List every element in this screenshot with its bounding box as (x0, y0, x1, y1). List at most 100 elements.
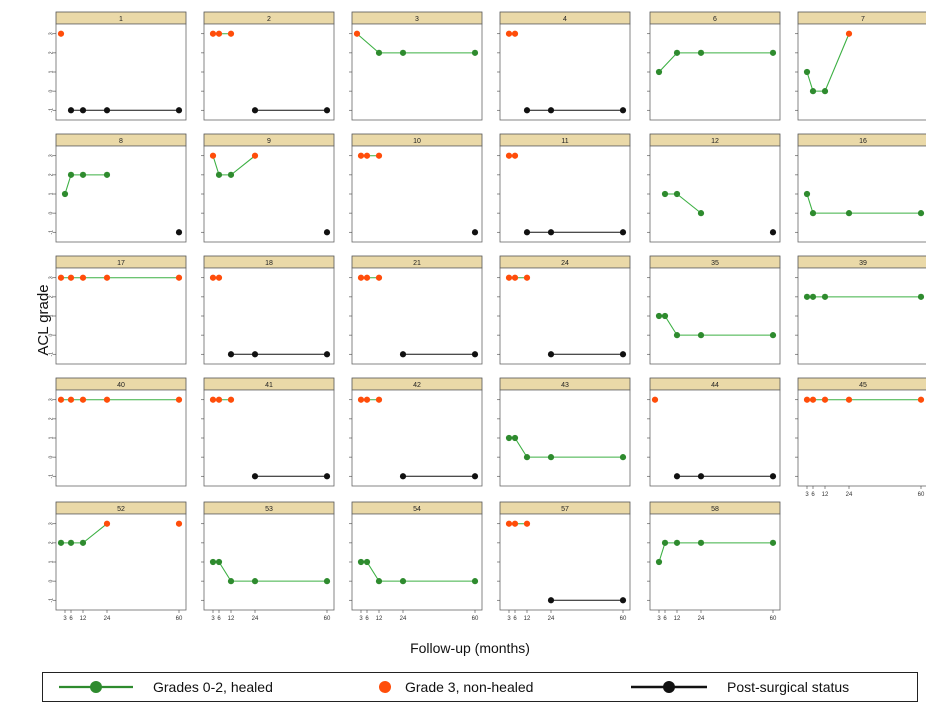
panel-frame (55, 23, 187, 121)
panel-frame (797, 145, 926, 243)
healed-point (57, 539, 65, 546)
x-tick-label: 24 (548, 616, 555, 622)
y-tick-label: -1 (48, 598, 54, 603)
x-tick-label: 12 (674, 616, 681, 622)
x-tick-label: 24 (400, 616, 407, 622)
x-tick-label: 60 (620, 616, 627, 622)
non-healed-point (103, 396, 111, 403)
healed-point (697, 332, 705, 339)
x-tick-label: 3 (63, 616, 67, 622)
panel-strip-label: 58 (711, 506, 719, 513)
post-surgical-point (523, 229, 531, 236)
post-surgical-point (323, 351, 331, 358)
panel-strip-label: 52 (117, 506, 125, 513)
panel-12: 12 (647, 133, 781, 243)
healed-point (471, 49, 479, 56)
x-tick-label: 60 (770, 616, 777, 622)
panel-strip-label: 17 (117, 260, 125, 267)
panel-frame (55, 389, 187, 487)
non-healed-point (79, 396, 87, 403)
non-healed-point (251, 152, 259, 159)
non-healed-point (357, 152, 365, 159)
non-healed-point (523, 520, 531, 527)
legend-healed-label: Grades 0-2, healed (153, 679, 273, 695)
panel-frame (351, 513, 483, 611)
healed-point (251, 578, 259, 585)
x-tick-label: 60 (176, 616, 183, 622)
post-surgical-point (471, 229, 479, 236)
panel-35: 35 (647, 255, 781, 365)
healed-point (79, 539, 87, 546)
non-healed-point (175, 520, 183, 527)
y-tick-label: 3 (48, 398, 54, 401)
panel-53: 53 3 6 12 24 60 (201, 501, 335, 622)
post-surgical-point (175, 229, 183, 236)
non-healed-point (227, 30, 235, 37)
x-tick-label: 12 (524, 616, 531, 622)
non-healed-point (375, 274, 383, 281)
y-axis-label-text: ACL grade (35, 284, 52, 355)
non-healed-point (209, 274, 217, 281)
y-tick-label: -1 (48, 108, 54, 113)
legend-healed-symbol (59, 681, 133, 693)
non-healed-point (353, 30, 361, 37)
x-tick-label: 6 (69, 616, 73, 622)
healed-point (505, 434, 513, 442)
panel-frame (797, 267, 926, 365)
y-tick-label: 2 (48, 295, 54, 298)
healed-point (523, 454, 531, 461)
panel-strip-label: 21 (413, 260, 421, 267)
panel-8: 8 -1 0 1 2 3 (48, 133, 187, 243)
panel-frame (499, 267, 631, 365)
y-tick-label: -1 (48, 352, 54, 357)
panel-44: 44 (647, 377, 781, 487)
y-tick-label: 2 (48, 417, 54, 420)
y-tick-label: 3 (48, 32, 54, 35)
non-healed-point (821, 396, 829, 403)
healed-point (697, 49, 705, 56)
healed-point (363, 558, 371, 566)
healed-point (227, 578, 235, 585)
post-surgical-point (769, 229, 777, 236)
post-surgical-point (251, 351, 259, 358)
healed-point (79, 171, 87, 178)
non-healed-point (511, 152, 519, 159)
y-tick-label: 1 (48, 314, 54, 317)
healed-point (821, 88, 829, 95)
legend-non-healed-label: Grade 3, non-healed (405, 679, 534, 695)
panel-frame (55, 145, 187, 243)
healed-point (323, 578, 331, 585)
panel-frame (649, 267, 781, 365)
y-tick-label: 0 (48, 456, 54, 459)
non-healed-point (511, 520, 519, 527)
non-healed-point (363, 274, 371, 281)
panel-frame (797, 23, 926, 121)
healed-point (697, 539, 705, 546)
healed-point (769, 49, 777, 56)
post-surgical-point (769, 473, 777, 480)
panel-21: 21 (349, 255, 483, 365)
panel-frame (203, 23, 335, 121)
non-healed-point (357, 274, 365, 281)
healed-point (809, 88, 817, 95)
healed-point (655, 68, 663, 76)
y-tick-label: 3 (48, 522, 54, 525)
panel-strip-label: 54 (413, 506, 421, 513)
post-surgical-point (673, 473, 681, 480)
panel-strip-label: 53 (265, 506, 273, 513)
legend-post-surgical-symbol (631, 681, 707, 693)
healed-line (212, 155, 256, 176)
post-surgical-point (227, 351, 235, 358)
panel-1: 1 -1 0 1 2 3 (48, 11, 187, 121)
non-healed-point (375, 396, 383, 403)
non-healed-point (511, 274, 519, 281)
non-healed-point (505, 520, 513, 527)
x-tick-label: 6 (663, 616, 667, 622)
y-tick-label: 1 (48, 560, 54, 563)
post-surgical-point (323, 229, 331, 236)
healed-point (661, 312, 669, 320)
legend-item-post-surgical: Post-surgical status (629, 673, 849, 701)
post-surgical-point (79, 107, 87, 114)
panel-strip-label: 39 (859, 260, 867, 267)
